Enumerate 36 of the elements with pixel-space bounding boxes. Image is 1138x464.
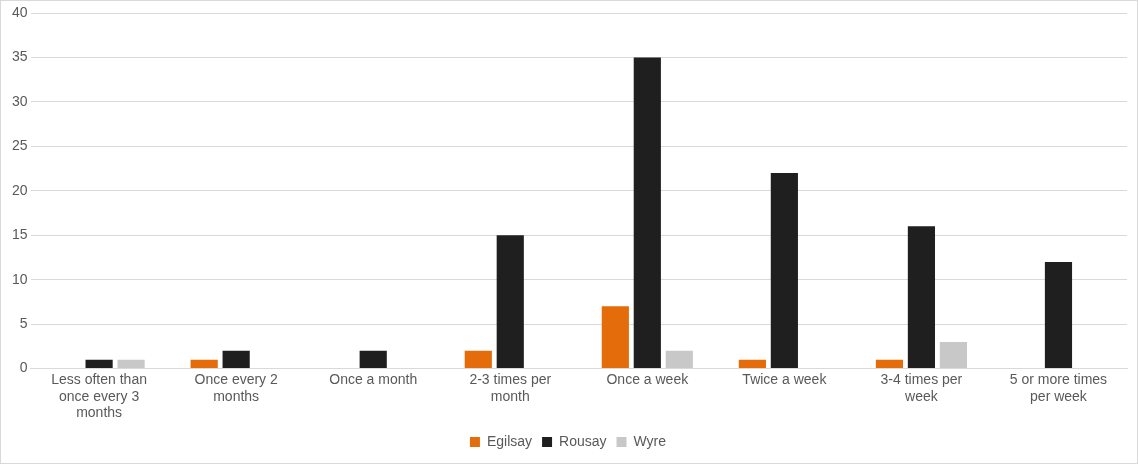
bar: [190, 359, 218, 369]
y-tick-label: 35: [11, 48, 28, 65]
bar: [222, 350, 250, 369]
y-tick-label: 5: [19, 315, 28, 332]
bar: [1044, 261, 1073, 369]
x-tick-label: Less often than once every 3 months: [51, 370, 147, 421]
x-tick-label: 5 or more times per week: [1009, 370, 1108, 404]
legend-label: Wyre: [633, 432, 667, 449]
y-tick-label: 10: [11, 270, 28, 287]
x-tick-label: 2-3 times per month: [469, 370, 552, 404]
bar: [738, 359, 766, 369]
bar: [117, 359, 145, 369]
x-tick-label: Once every 2 months: [194, 370, 278, 404]
y-tick-label: 0: [19, 359, 28, 376]
bar: [633, 57, 661, 369]
bar: [85, 359, 113, 369]
bar: [665, 350, 693, 369]
bar: [359, 350, 387, 369]
x-tick-label: Twice a week: [742, 370, 828, 387]
y-tick-label: 15: [11, 226, 28, 243]
bar: [939, 341, 967, 369]
x-tick-label: Once a week: [606, 370, 690, 387]
bar: [875, 359, 904, 369]
y-tick-label: 40: [11, 3, 28, 20]
bar: [496, 235, 524, 369]
legend-label: Egilsay: [486, 432, 533, 449]
y-tick-label: 30: [11, 92, 28, 109]
bar: [907, 226, 936, 369]
bar: [464, 350, 492, 369]
y-tick-label: 25: [11, 137, 28, 154]
x-tick-label: 3-4 times per week: [880, 370, 963, 404]
y-tick-label: 20: [11, 181, 28, 198]
bar: [770, 173, 798, 369]
legend-label: Rousay: [559, 432, 607, 449]
bar: [601, 306, 629, 369]
x-tick-label: Once a month: [329, 370, 418, 387]
